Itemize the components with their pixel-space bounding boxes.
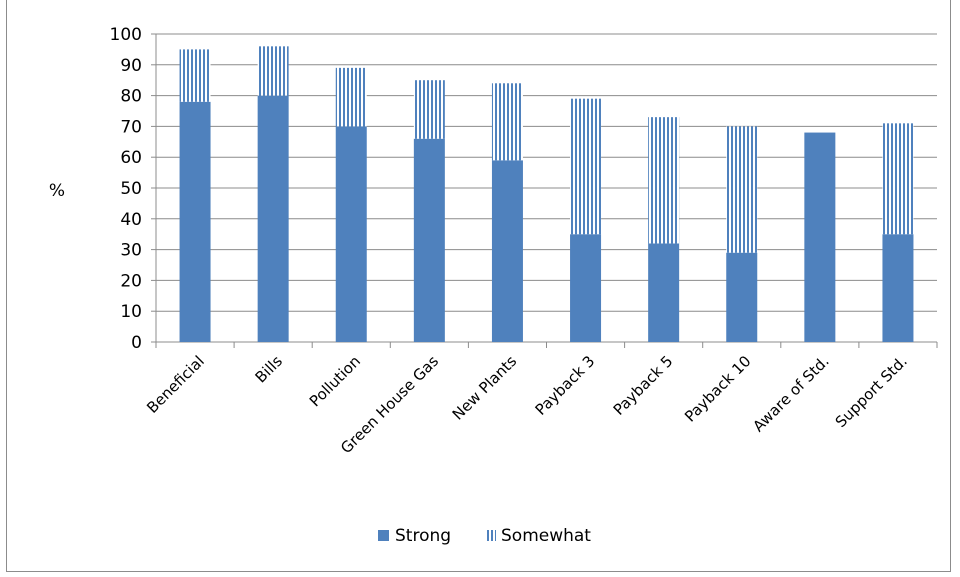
legend-swatch-somewhat — [485, 530, 496, 541]
bar-strong — [491, 160, 523, 342]
y-tick-label: 70 — [120, 117, 142, 137]
x-tick-label: Payback 5 — [610, 352, 677, 419]
legend-label-somewhat: Somewhat — [501, 526, 591, 546]
bar-strong — [726, 252, 758, 342]
y-tick-label: 50 — [120, 179, 142, 199]
x-tick-label: New Plants — [449, 352, 521, 424]
x-tick-label: Payback 3 — [532, 352, 599, 419]
x-tick-label: Aware of Std. — [749, 352, 832, 435]
bar-strong — [257, 95, 289, 342]
y-tick-label: 60 — [120, 148, 142, 168]
bar-somewhat — [491, 83, 523, 161]
bar-strong — [570, 234, 602, 342]
y-tick-label: 20 — [120, 271, 142, 291]
x-tick-label: Pollution — [306, 352, 364, 410]
bar-somewhat — [257, 46, 289, 96]
bar-strong — [804, 132, 836, 342]
bar-somewhat — [413, 80, 445, 139]
bar-strong — [413, 138, 445, 342]
y-tick-label: 100 — [110, 25, 142, 45]
bar-somewhat — [648, 117, 680, 244]
legend: Strong Somewhat — [378, 526, 591, 546]
bar-strong — [648, 243, 680, 342]
bar-strong — [179, 101, 211, 342]
bar-somewhat — [179, 49, 211, 102]
y-tick-label: 30 — [120, 241, 142, 261]
bar-somewhat — [335, 67, 367, 127]
y-tick-label: 10 — [120, 302, 142, 322]
y-tick-label: 90 — [120, 56, 142, 76]
legend-label-strong: Strong — [395, 526, 451, 546]
bar-somewhat — [726, 126, 758, 253]
y-axis-label: % — [49, 181, 65, 201]
x-tick-label: Bills — [252, 352, 287, 387]
x-tick-label: Payback 10 — [681, 352, 755, 426]
legend-swatch-strong — [378, 530, 389, 541]
x-tick-label: Support Std. — [832, 352, 911, 431]
y-tick-label: 80 — [120, 87, 142, 107]
bar-somewhat — [570, 98, 602, 235]
stacked-bar-chart: 0 10 20 30 40 50 60 70 80 90 100 Beneficial Bills Pol… — [49, 25, 938, 546]
y-tick-label: 0 — [131, 333, 142, 353]
chart-frame: 0 10 20 30 40 50 60 70 80 90 100 Beneficial Bills Pol… — [6, 0, 951, 572]
y-tick-label: 40 — [120, 210, 142, 230]
bar-somewhat — [882, 123, 914, 235]
bar-strong — [882, 234, 914, 342]
x-tick-label: Beneficial — [143, 352, 208, 417]
bar-strong — [335, 126, 367, 343]
